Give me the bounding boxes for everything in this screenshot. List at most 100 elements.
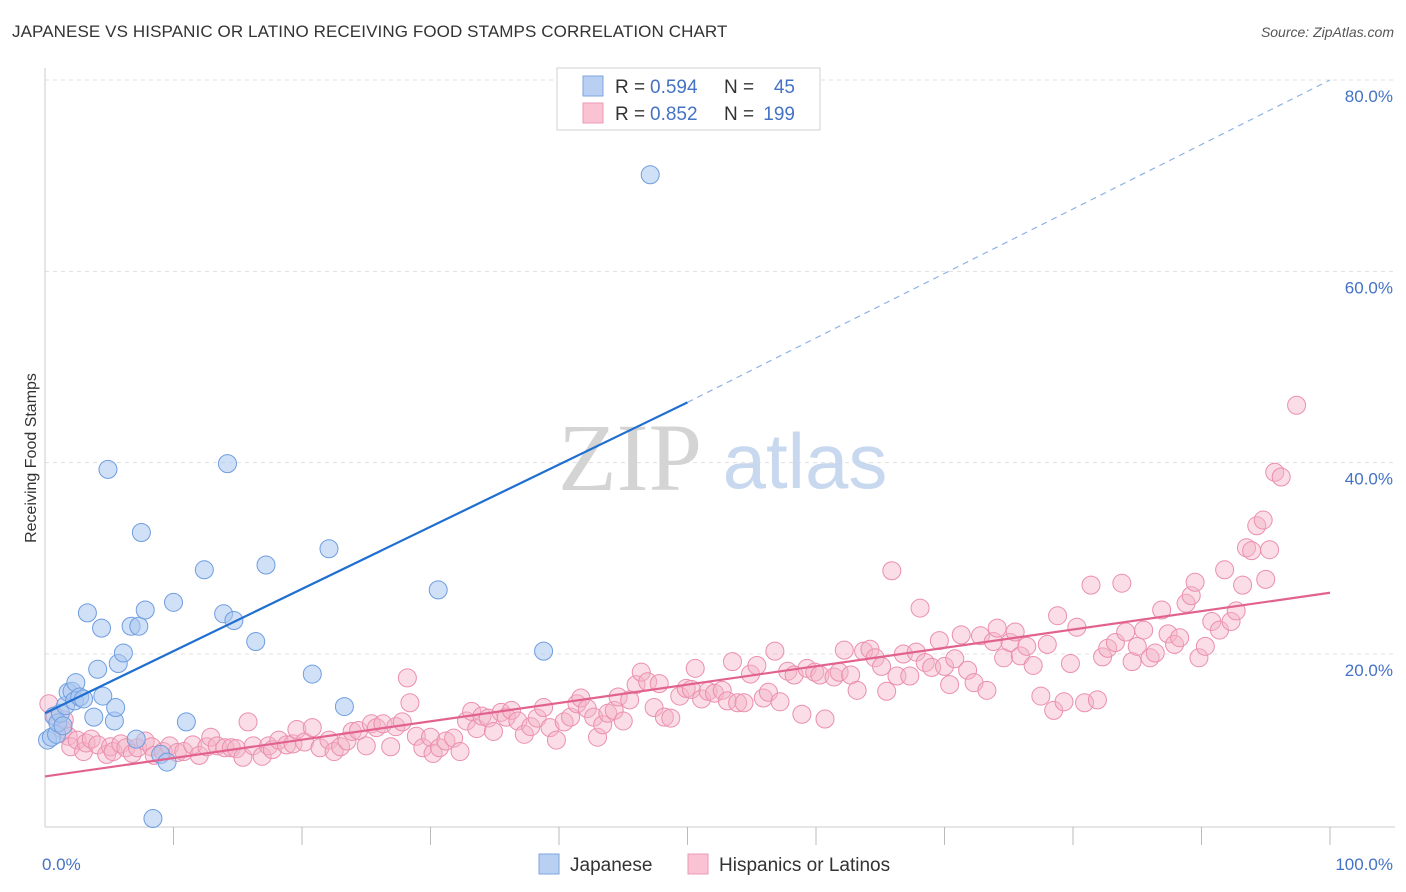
axes (44, 68, 1395, 845)
hispanic-point (1233, 575, 1253, 595)
bottom-legend-japanese: Japanese (570, 855, 652, 876)
hispanic-point (1023, 655, 1043, 675)
watermark-atlas: atlas (723, 417, 888, 505)
hispanic-point (1253, 510, 1273, 530)
hispanic-point (436, 731, 456, 751)
japanese-point (129, 616, 149, 636)
japanese-point (194, 560, 214, 580)
hispanic-point (661, 708, 681, 728)
hispanic-point (238, 712, 258, 732)
japanese-point (534, 641, 554, 661)
hispanic-point (1185, 572, 1205, 592)
legend-n-value-2: 199 (763, 104, 795, 125)
japanese-point (334, 697, 354, 717)
hispanic-point (670, 686, 690, 706)
bottom-legend-hispanic: Hispanics or Latinos (719, 855, 890, 876)
hispanic-point (792, 704, 812, 724)
hispanic-point (1152, 600, 1172, 620)
hispanic-point (540, 718, 560, 738)
hispanic-point (1116, 622, 1136, 642)
hispanic-point (1195, 636, 1215, 656)
hispanic-point (496, 707, 516, 727)
hispanic-point (977, 680, 997, 700)
hispanic-point (1221, 611, 1241, 631)
japanese-trend-line (44, 401, 688, 715)
watermark: ZIP atlas (558, 404, 887, 511)
hispanic-point (76, 733, 96, 753)
hispanic-point (631, 662, 651, 682)
japanese-point (164, 592, 183, 612)
hispanic-point (1087, 690, 1107, 710)
legend-n-value-1: 45 (774, 77, 795, 98)
bottom-legend-swatch-japanese (538, 853, 560, 875)
hispanic-point (1060, 654, 1080, 674)
hispanic-point (593, 715, 613, 735)
japanese-point (93, 686, 113, 706)
hispanic-point (910, 598, 930, 618)
hispanic-point (1165, 634, 1185, 654)
hispanic-point (406, 726, 426, 746)
hispanic-point (951, 625, 971, 645)
hispanic-point (1037, 634, 1057, 654)
watermark-zip: ZIP (558, 404, 702, 511)
legend-swatch-hispanic (582, 102, 604, 124)
hispanic-point (1236, 538, 1256, 558)
y-axis-label: Receiving Food Stamps (23, 373, 40, 543)
hispanic-point (847, 680, 867, 700)
hispanic-point (1158, 624, 1178, 644)
hispanic-point (103, 742, 123, 762)
japanese-point (113, 643, 133, 663)
japanese-point (77, 603, 97, 623)
legend-r-label-1: R = (615, 77, 645, 98)
x-tick-label: 100.0% (1335, 855, 1393, 874)
hispanic-point (397, 668, 417, 688)
hispanic-point (734, 693, 754, 713)
hispanic-point (712, 680, 732, 700)
x-tick-label: 0.0% (42, 855, 81, 874)
hispanic-point (1112, 573, 1132, 593)
hispanic-point (392, 712, 412, 732)
hispanic-point (1242, 541, 1262, 561)
hispanic-point (1017, 636, 1037, 656)
japanese-point (84, 707, 104, 727)
japanese-point (302, 664, 322, 684)
hispanic-point (1134, 620, 1154, 640)
japanese-point (319, 539, 339, 559)
legend-n-label-2: N = (724, 104, 754, 125)
japanese-point (98, 459, 118, 479)
hispanic-point (1105, 633, 1125, 653)
source-credit: Source: ZipAtlas.com (1260, 24, 1394, 40)
hispanic-point (935, 656, 954, 676)
gridlines (45, 79, 1395, 655)
hispanic-point (940, 675, 960, 695)
hispanic-point (815, 709, 835, 729)
japanese-point (176, 712, 196, 732)
hispanic-point (1145, 643, 1165, 663)
hispanic-point (987, 618, 1007, 638)
legend-n-label-1: N = (724, 77, 754, 98)
hispanic-point (302, 718, 322, 738)
hispanic-point (183, 735, 203, 755)
x-tick-labels: 0.0% 100.0% (42, 855, 1393, 874)
chart-title: JAPANESE VS HISPANIC OR LATINO RECEIVING… (12, 22, 728, 41)
hispanic-point (770, 692, 790, 712)
japanese-point (88, 659, 108, 679)
hispanic-point (882, 561, 902, 581)
hispanic-point (514, 724, 534, 744)
hispanic-trend-line (44, 591, 1331, 778)
japanese-point (126, 729, 146, 749)
japanese-point (224, 610, 244, 630)
hispanic-point (1010, 646, 1030, 666)
japanese-point (143, 809, 163, 829)
hispanic-point (1287, 395, 1307, 415)
bottom-legend: Japanese Hispanics or Latinos (538, 853, 890, 876)
hispanic-point (1170, 628, 1190, 648)
hispanic-point (626, 675, 646, 695)
japanese-point (256, 555, 276, 575)
hispanic-point (1081, 575, 1101, 595)
hispanic-point (483, 721, 503, 741)
hispanic-point (1256, 569, 1276, 589)
legend-swatch-japanese (582, 75, 604, 97)
hispanic-point (1260, 540, 1280, 560)
hispanic-point (945, 649, 965, 669)
